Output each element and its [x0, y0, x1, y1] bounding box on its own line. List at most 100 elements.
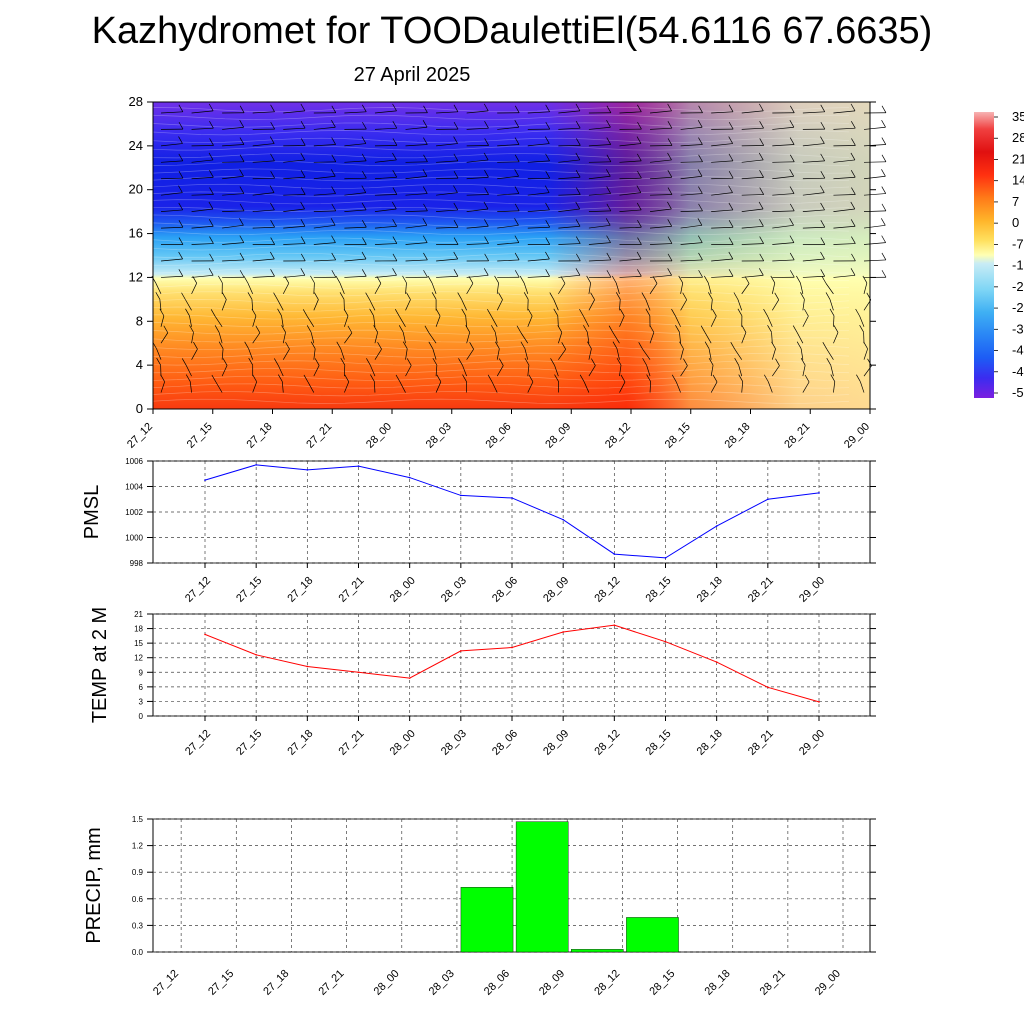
wind-barb: [160, 192, 183, 196]
wind-barb-flag: [270, 202, 275, 211]
data-point: [204, 633, 206, 636]
wind-barb-flag: [712, 374, 718, 383]
wind-barb: [344, 111, 367, 114]
wind-barb: [405, 365, 412, 377]
wind-barb-flag: [516, 325, 522, 333]
wind-barb-flag: [881, 270, 887, 278]
x-tick-label: 28_00: [388, 728, 418, 758]
wind-barb: [252, 160, 275, 163]
wind-barb-flag: [392, 187, 398, 195]
wind-barb-flag: [185, 308, 190, 316]
wind-barb: [616, 348, 620, 360]
wind-barb: [436, 143, 458, 147]
x-tick-label: 27_12: [183, 575, 213, 605]
wind-barb: [650, 159, 672, 163]
wind-barb: [619, 299, 621, 311]
wind-barb-flag: [331, 154, 337, 162]
data-point: [818, 701, 820, 703]
wind-barb-flag: [210, 309, 216, 317]
wind-barb-flag: [608, 325, 614, 333]
wind-barb: [680, 126, 703, 130]
wind-barb: [650, 243, 672, 245]
wind-barb: [649, 283, 658, 295]
wind-barb-flag: [698, 203, 703, 212]
wind-barb: [191, 283, 198, 295]
wind-barb-flag: [209, 120, 214, 129]
wind-barb: [344, 177, 367, 180]
wind-barb: [767, 315, 773, 327]
wind-barb-flag: [178, 251, 183, 260]
wind-barb: [282, 332, 286, 344]
wind-barb-flag: [270, 251, 275, 260]
wind-barb: [527, 192, 550, 196]
x-tick-label: 28_09: [543, 421, 573, 451]
colorbar-tick-label: 35: [1012, 109, 1024, 124]
wind-barb-flag: [738, 374, 744, 382]
wind-barb-flag: [185, 374, 191, 382]
wind-barb: [405, 144, 428, 147]
wind-barb-flag: [698, 154, 703, 162]
wind-barb-flag: [616, 357, 622, 366]
x-tick-label: 28_00: [364, 421, 394, 451]
wind-barb-flag: [576, 253, 581, 262]
wind-barb-flag: [862, 275, 868, 284]
x-tick-label: 28_21: [758, 968, 788, 998]
wind-barb-flag: [300, 236, 306, 244]
wind-barb-flag: [586, 275, 591, 284]
wind-barb: [160, 111, 183, 114]
wind-barb-flag: [362, 220, 367, 228]
contour-line: [152, 260, 850, 266]
wind-barb: [497, 242, 519, 245]
wind-barb-flag: [698, 270, 703, 278]
wind-barb-flag: [728, 153, 734, 162]
wind-barb-flag: [575, 219, 581, 227]
wind-barb-flag: [394, 309, 400, 317]
data-point: [460, 494, 462, 497]
wind-barb-flag: [667, 201, 672, 210]
y-tick-label: 12: [129, 269, 143, 284]
wind-barb-flag: [800, 357, 806, 366]
x-tick-label: 28_09: [537, 968, 567, 998]
wind-barb: [679, 332, 681, 344]
wind-barb-flag: [402, 275, 407, 284]
wind-barb-flag: [544, 185, 550, 193]
wind-barb-flag: [339, 292, 345, 300]
x-tick-label: 29_00: [797, 728, 827, 758]
wind-barb: [863, 126, 886, 130]
wind-barb-flag: [211, 374, 217, 383]
wind-barb: [833, 332, 839, 344]
wind-barb-flag: [728, 121, 734, 130]
wind-barb-flag: [545, 269, 550, 277]
wind-barb-flag: [484, 219, 489, 227]
wind-barb-flag: [483, 152, 489, 161]
wind-barb: [313, 242, 336, 245]
data-point: [255, 464, 257, 466]
wind-barb: [741, 243, 764, 245]
wind-barb-flag: [483, 201, 489, 210]
wind-barb-flag: [850, 268, 856, 276]
y-tick-label: 9: [139, 668, 144, 677]
wind-barb: [252, 209, 275, 212]
wind-barb: [191, 332, 194, 344]
wind-barb: [497, 144, 520, 147]
wind-barb: [771, 348, 776, 360]
wind-barb-flag: [181, 292, 186, 300]
wind-barb-flag: [277, 308, 282, 316]
wind-barb: [436, 275, 458, 278]
y-tick-label: 1004: [125, 483, 143, 492]
wind-barb: [283, 208, 305, 212]
wind-barb-flag: [550, 358, 555, 366]
wind-barb-flag: [820, 104, 826, 112]
wind-barb: [466, 283, 474, 295]
wind-barb-flag: [789, 120, 795, 128]
wind-barb-flag: [820, 251, 825, 260]
wind-barb-flag: [178, 237, 184, 245]
wind-barb: [825, 283, 834, 295]
precip-bar: [515, 821, 569, 953]
wind-barb-flag: [484, 170, 489, 178]
x-tick-label: 28_12: [603, 421, 633, 451]
wind-barb: [252, 143, 275, 147]
wind-barb-flag: [178, 153, 184, 162]
wind-barb-flag: [833, 325, 839, 333]
wind-barb: [497, 210, 520, 212]
